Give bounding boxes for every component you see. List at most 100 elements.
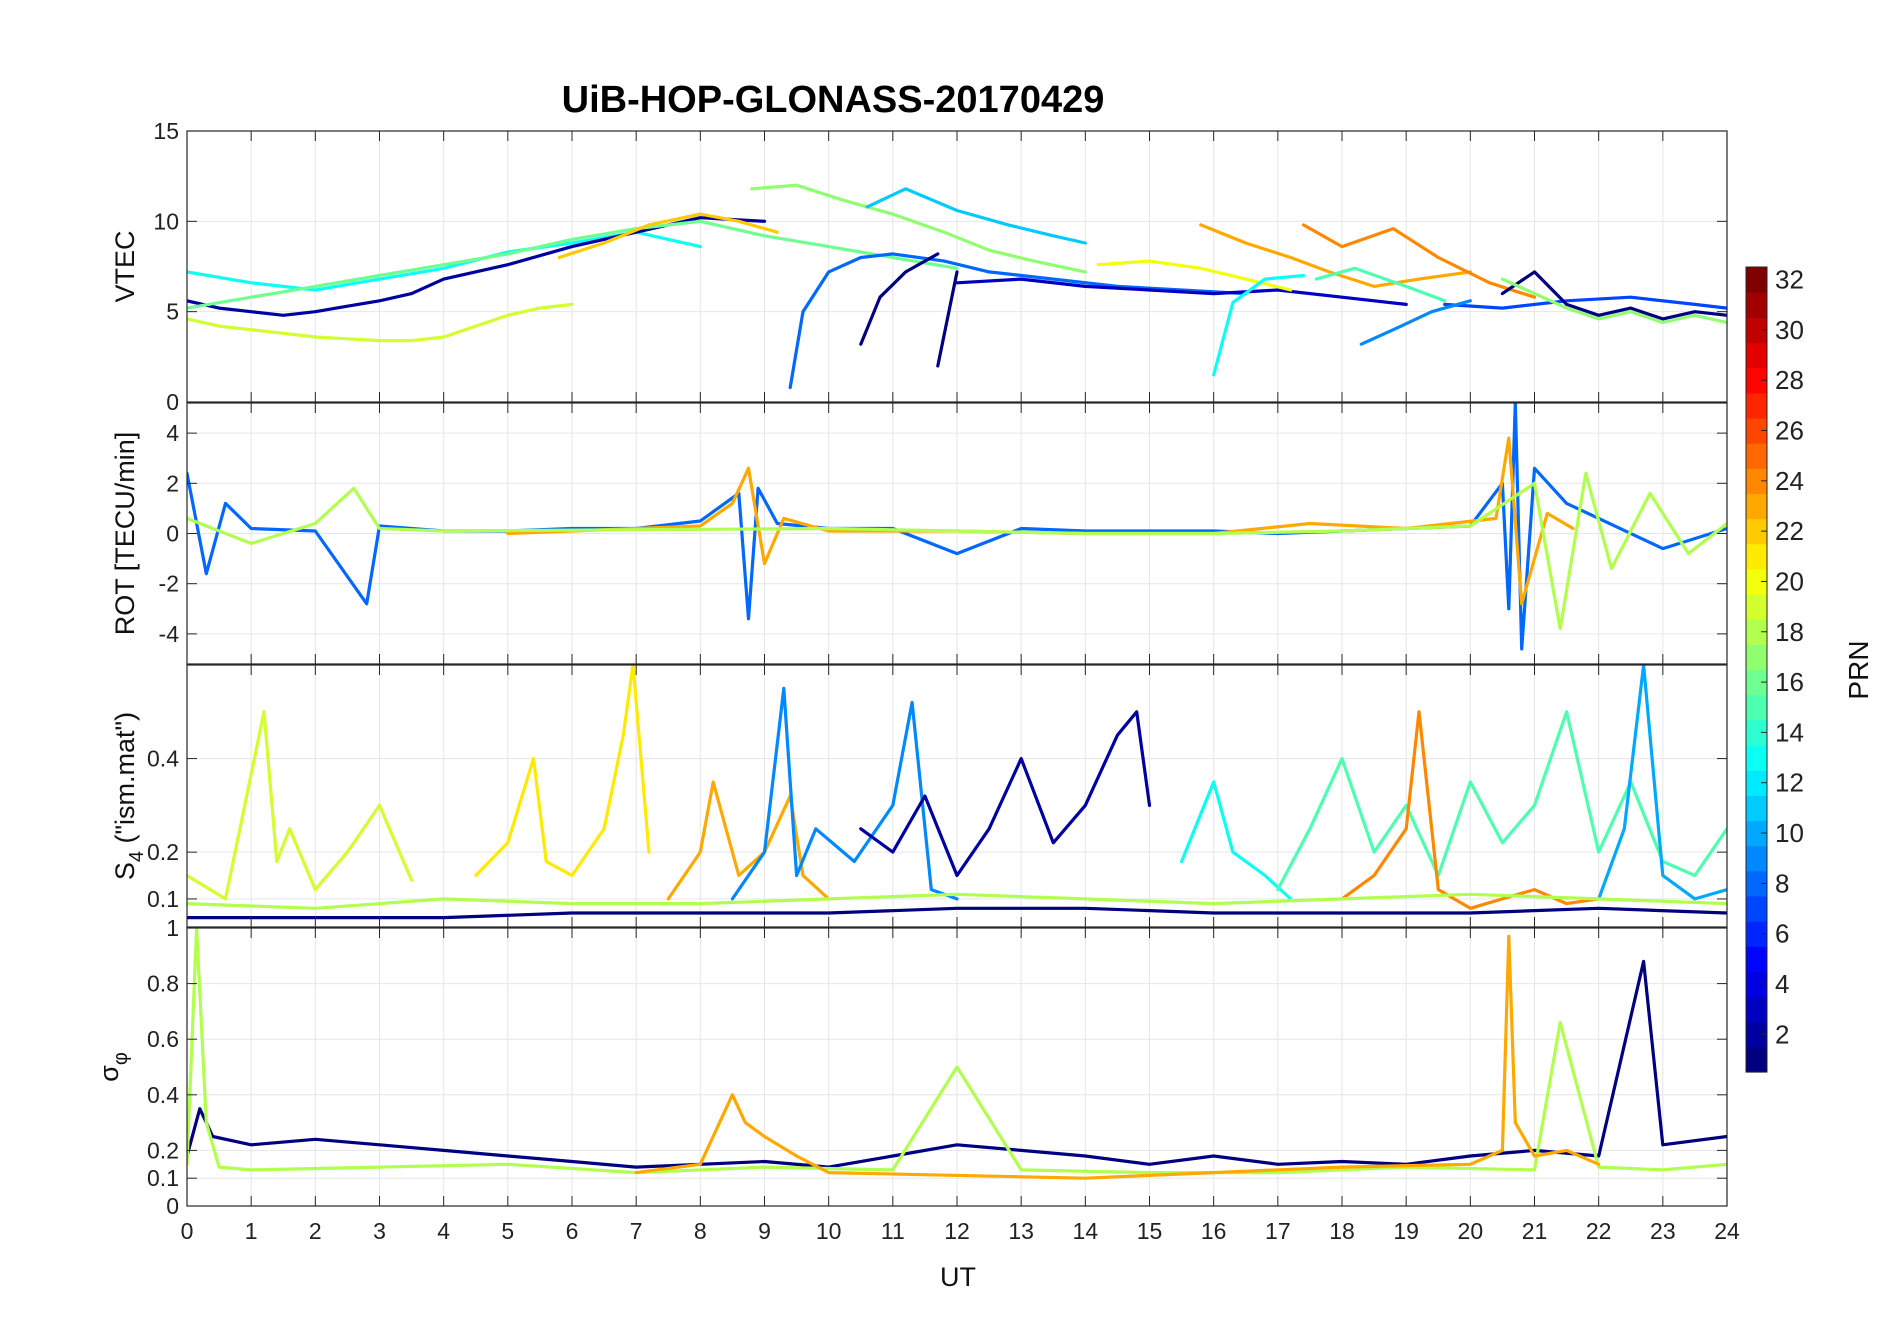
colorbar-tick-label-30: 30 [1775,315,1804,345]
x-axis-label: UT [940,1262,976,1292]
x-tick-label-4: 4 [437,1218,450,1244]
colorbar-segment-16 [1746,669,1767,696]
colorbar-segment-26 [1746,417,1767,444]
colorbar-tick-label-12: 12 [1775,768,1804,798]
colorbar-tick-label-6: 6 [1775,919,1789,949]
x-tick-label-16: 16 [1201,1218,1227,1244]
colorbar-segment-10 [1746,820,1767,847]
panel-vtec-track-prn23-10 [1199,223,1472,288]
panel-rot-ytick-label-0: 0 [166,521,179,547]
panel-s4-tracks [187,665,1727,920]
panel-s4-track-prn13-5 [1180,780,1293,901]
colorbar-tick-label-26: 26 [1775,416,1804,446]
panel-vtec-track-prn1-17 [859,252,940,346]
panel-s4: 0.10.20.4S4 ("ism.mat") [110,664,1728,928]
x-tick-label-1: 1 [245,1218,258,1244]
x-tick-label-13: 13 [1008,1218,1034,1244]
x-tick-label-15: 15 [1137,1218,1163,1244]
x-tick-label-17: 17 [1265,1218,1291,1244]
x-tick-label-5: 5 [501,1218,514,1244]
panel-vtec-track-prn7-14 [1443,295,1727,310]
colorbar-segment-18 [1746,619,1767,645]
x-tick-label-21: 21 [1522,1218,1548,1244]
colorbar-frame [1745,266,1768,1073]
panel-sigphi-ytick-label-0.6: 0.6 [147,1026,179,1052]
colorbar-segment-7 [1746,895,1767,922]
panel-vtec-ytick-label-15: 15 [153,118,179,144]
colorbar-segment-2 [1746,1021,1767,1048]
colorbar-segment-32 [1746,267,1767,293]
panel-s4-ylabel: S4 ("ism.mat") [110,712,148,880]
x-tick-label-22: 22 [1586,1218,1612,1244]
panel-s4-ylabel-rest: ("ism.mat") [110,712,140,851]
panel-sigphi-track-prn1-0 [187,959,1727,1169]
panel-rot: -4 -2 0 2 4 ROT [TECU/min] [110,402,1728,665]
panel-vtec-track-prn15-13 [1314,266,1447,303]
panel-rot-tracks [187,403,1727,651]
colorbar-segment-4 [1746,971,1767,998]
colorbar-segment-30 [1746,317,1767,344]
colorbar-segment-19 [1746,594,1767,620]
panel-s4-ytick-label-0.1: 0.1 [147,886,179,912]
panel-s4-ylabel-sub: 4 [126,851,148,862]
x-tick-label-6: 6 [566,1218,579,1244]
x-tick-label-11: 11 [881,1218,905,1244]
colorbar-segment-15 [1746,694,1767,721]
panel-vtec-track-prn11-6 [865,187,1087,245]
colorbar-tick-label-20: 20 [1775,566,1804,596]
colorbar-tick-label-8: 8 [1775,868,1789,898]
x-tick-label-0: 0 [181,1218,194,1244]
panel-vtec: 0 5 10 15 VTEC [110,118,1728,415]
colorbar-label: PRN [1843,640,1874,699]
x-tick-label-9: 9 [758,1218,771,1244]
panel-rot-ytick-label--4: -4 [159,621,180,647]
colorbar-tick-label-32: 32 [1775,265,1804,295]
colorbar-segment-23 [1746,493,1767,520]
x-tick-label-7: 7 [630,1218,643,1244]
panel-s4-track-prn18-10 [187,892,1727,910]
panel-vtec-track-prn1-15 [1500,270,1727,321]
x-tick-label-19: 19 [1393,1218,1419,1244]
x-tick-label-3: 3 [373,1218,386,1244]
panel-vtec-track-prn22-4 [557,212,779,260]
panel-s4-ylabel-main: S [110,862,140,880]
colorbar-segment-3 [1746,996,1767,1023]
panel-rot-ylabel: ROT [TECU/min] [110,432,140,636]
x-tick-label-18: 18 [1329,1218,1355,1244]
panel-sigphi-ytick-label-0: 0 [166,1193,179,1219]
panel-vtec-track-prn17-16 [1500,277,1727,325]
colorbar-tick-label-24: 24 [1775,466,1804,496]
colorbar-tick-label-2: 2 [1775,1019,1789,1049]
panel-vtec-ytick-label-0: 0 [166,389,179,415]
panel-vtec-ylabel: VTEC [110,230,140,302]
colorbar-tick-label-16: 16 [1775,667,1804,697]
panel-sigphi-ytick-label-1: 1 [166,915,179,941]
panel-s4-track-prn9-3 [730,686,959,901]
panel-rot-ytick-label-2: 2 [166,470,179,496]
colorbar-tick-label-10: 10 [1775,818,1804,848]
colorbar-segment-22 [1746,518,1767,545]
colorbar-segment-6 [1746,921,1767,947]
colorbar-segment-14 [1746,719,1767,746]
colorbar-segment-13 [1746,744,1767,771]
colorbar-tick-label-28: 28 [1775,365,1804,395]
colorbar-tick-label-14: 14 [1775,717,1804,747]
x-tick-label-8: 8 [694,1218,707,1244]
colorbar-segment-12 [1746,770,1767,796]
x-tick-label-24: 24 [1714,1218,1740,1244]
panel-s4-track-prn19-0 [187,710,414,901]
panel-sigphi-ylabel-sub: φ [110,1052,132,1065]
colorbar-segment-11 [1746,795,1767,822]
colorbar-segment-20 [1746,568,1767,595]
panel-s4-ytick-label-0.4: 0.4 [147,746,179,772]
colorbar-tick-label-22: 22 [1775,516,1804,546]
colorbar-tick-label-4: 4 [1775,969,1789,999]
panel-sigphi-track-prn18-1 [187,928,1727,1175]
panel-sigphi-ytick-label-0.2: 0.2 [147,1137,179,1163]
panel-sigphi-ytick-label-0.4: 0.4 [147,1082,179,1108]
colorbar-segment-25 [1746,443,1767,469]
